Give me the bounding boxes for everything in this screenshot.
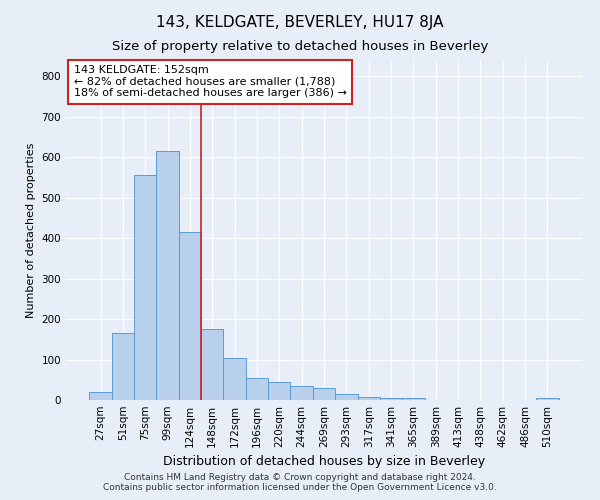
Y-axis label: Number of detached properties: Number of detached properties xyxy=(26,142,36,318)
Bar xyxy=(335,394,358,400)
Bar xyxy=(536,398,559,400)
Bar xyxy=(157,151,179,400)
Bar xyxy=(290,386,313,400)
Bar xyxy=(179,232,201,400)
Text: 143 KELDGATE: 152sqm
← 82% of detached houses are smaller (1,788)
18% of semi-de: 143 KELDGATE: 152sqm ← 82% of detached h… xyxy=(74,65,347,98)
Text: Size of property relative to detached houses in Beverley: Size of property relative to detached ho… xyxy=(112,40,488,53)
Bar xyxy=(380,398,402,400)
Bar xyxy=(246,378,268,400)
Bar xyxy=(223,358,246,400)
Bar xyxy=(112,333,134,400)
Bar xyxy=(313,388,335,400)
Bar xyxy=(201,329,223,400)
Bar xyxy=(268,382,290,400)
Bar xyxy=(358,397,380,400)
Text: Contains HM Land Registry data © Crown copyright and database right 2024.
Contai: Contains HM Land Registry data © Crown c… xyxy=(103,473,497,492)
Bar xyxy=(89,392,112,400)
X-axis label: Distribution of detached houses by size in Beverley: Distribution of detached houses by size … xyxy=(163,456,485,468)
Bar xyxy=(134,176,157,400)
Text: 143, KELDGATE, BEVERLEY, HU17 8JA: 143, KELDGATE, BEVERLEY, HU17 8JA xyxy=(156,15,444,30)
Bar xyxy=(402,398,425,400)
